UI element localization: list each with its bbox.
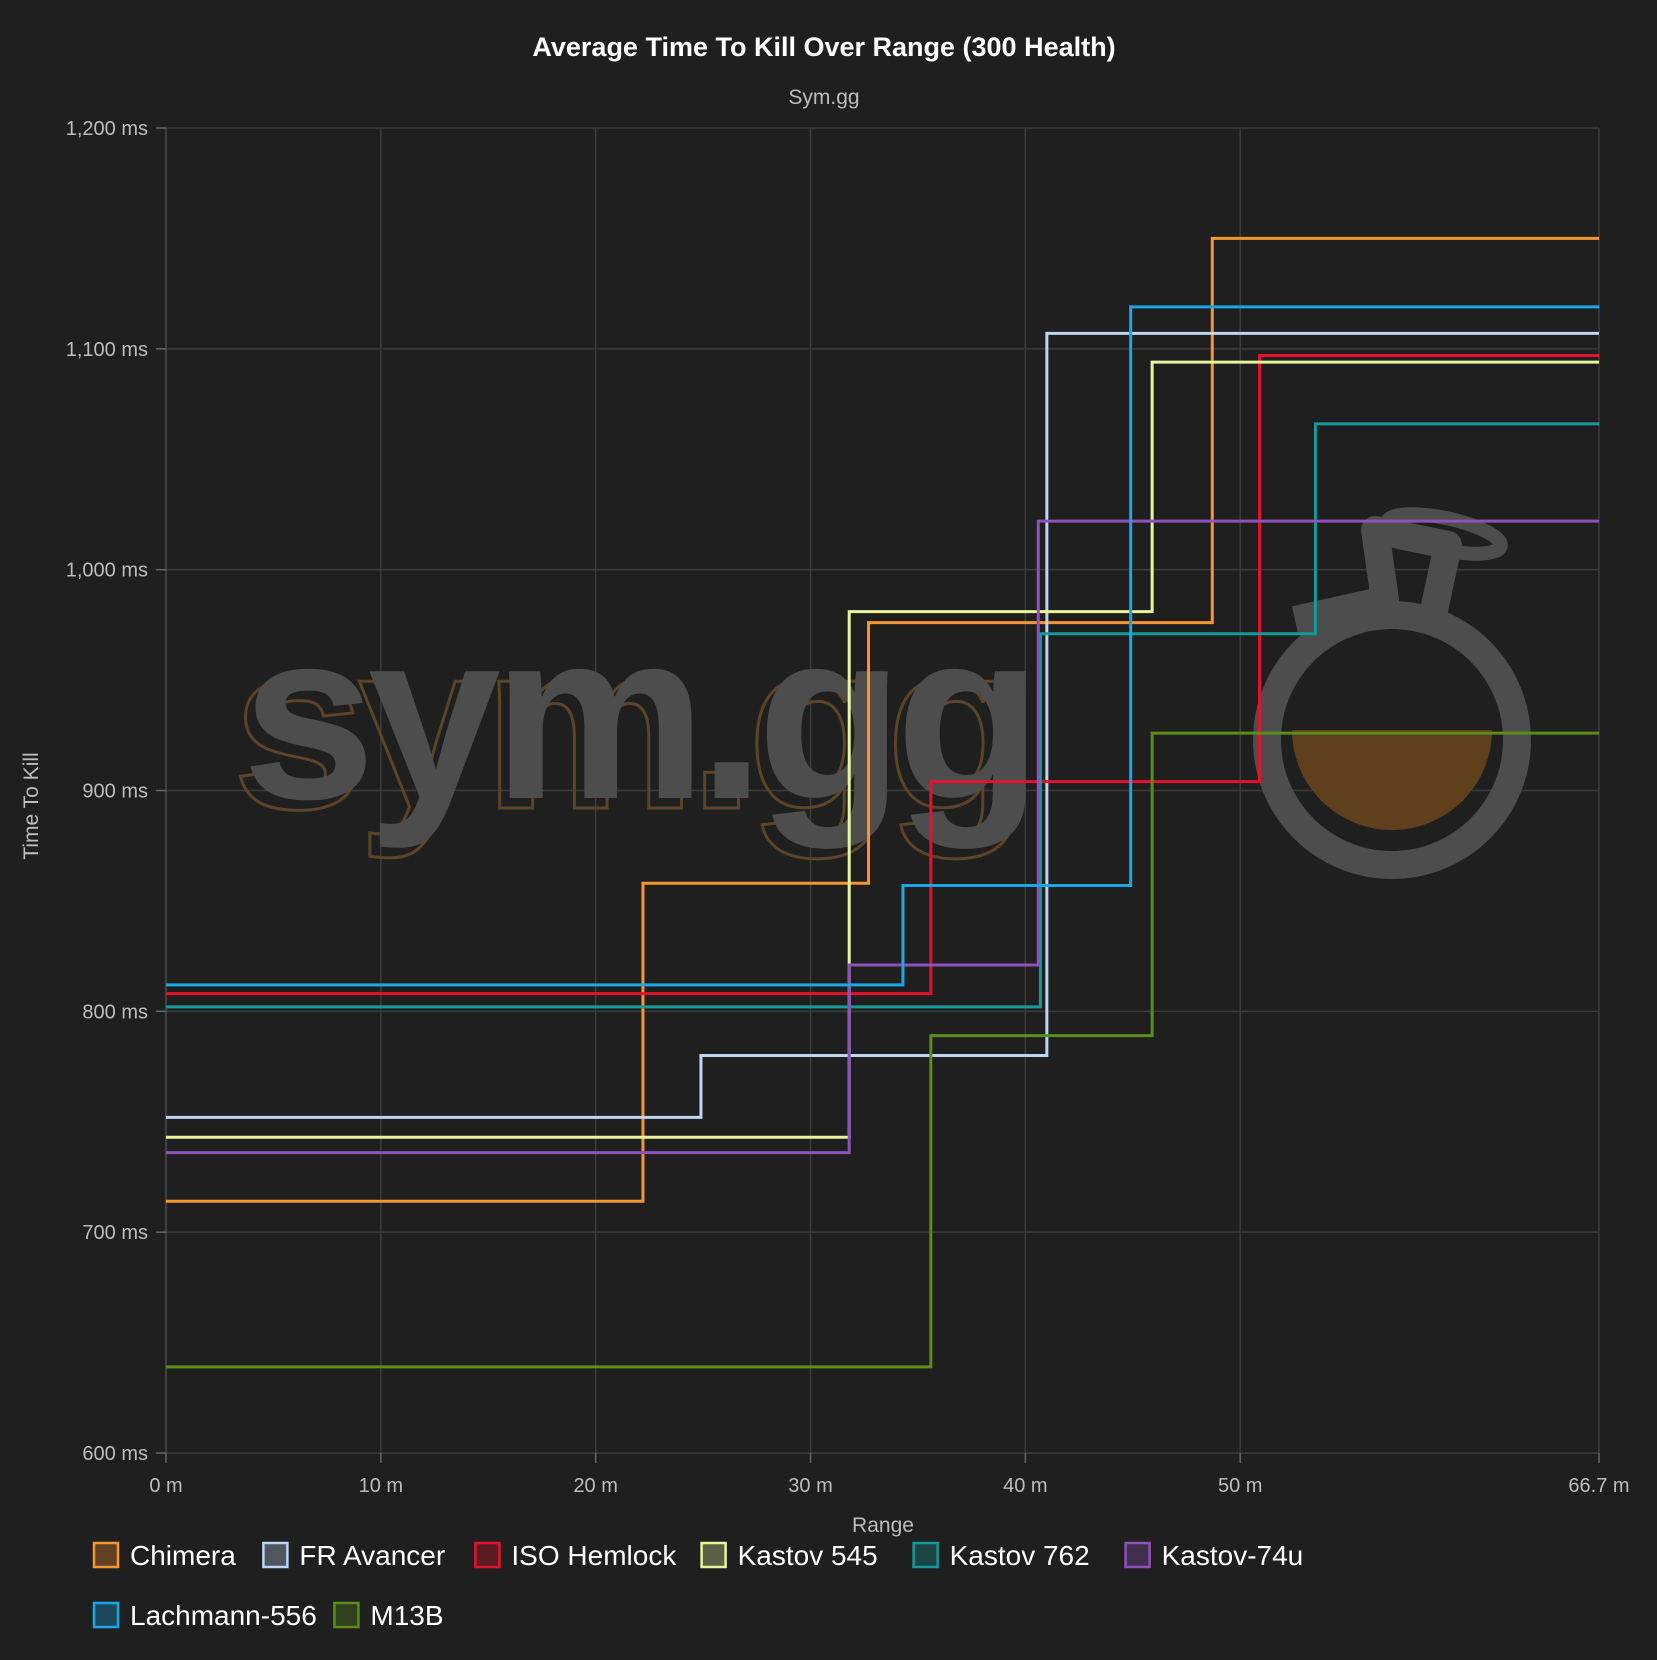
x-tick-label: 50 m (1218, 1475, 1262, 1497)
legend-item-fr-avancer[interactable]: FR Avancer (262, 1540, 445, 1571)
legend-swatch (92, 1541, 120, 1569)
y-tick-label: 800 ms (82, 1001, 148, 1023)
series-line-iso-hemlock (166, 353, 1599, 996)
series-line-kastov-762 (166, 422, 1599, 1009)
y-tick-label: 1,100 ms (66, 339, 148, 361)
legend-item-kastov-545[interactable]: Kastov 545 (700, 1540, 878, 1571)
y-tick-label: 1,200 ms (66, 118, 148, 140)
series-lines (166, 236, 1599, 1369)
legend-item-m13b[interactable]: M13B (333, 1600, 444, 1631)
x-tick-label: 40 m (1003, 1475, 1047, 1497)
legend-label: Lachmann-556 (130, 1600, 317, 1631)
legend-label: Chimera (130, 1540, 236, 1571)
watermark-outline: sym.gg (232, 591, 1024, 859)
legend-swatch (700, 1541, 727, 1569)
y-tick-label: 1,000 ms (66, 560, 148, 582)
watermark: sym.gg sym.gg (231, 507, 1531, 879)
legend-item-chimera[interactable]: Chimera (92, 1540, 236, 1571)
series-line-chimera (166, 236, 1599, 1203)
x-tick-label: 66.7 m (1568, 1475, 1629, 1497)
legend-swatch (912, 1541, 939, 1569)
x-tick-label: 0 m (149, 1475, 182, 1497)
legend-label: FR Avancer (299, 1540, 445, 1571)
legend-label: Kastov 545 (738, 1540, 878, 1571)
legend-label: Kastov-74u (1162, 1540, 1304, 1571)
legend-item-lachmann-556[interactable]: Lachmann-556 (92, 1600, 317, 1631)
legend-item-iso-hemlock[interactable]: ISO Hemlock (474, 1540, 677, 1571)
legend-item-kastov-74u[interactable]: Kastov-74u (1124, 1540, 1304, 1571)
x-tick-label: 10 m (359, 1475, 403, 1497)
legend-swatch (92, 1601, 120, 1629)
series-line-m13b (166, 731, 1599, 1369)
legend-swatch (262, 1541, 289, 1569)
watermark-text: sym.gg (242, 581, 1034, 849)
chart-subtitle: Sym.gg (788, 86, 859, 109)
chart-title: Average Time To Kill Over Range (300 Hea… (532, 32, 1115, 62)
legend-label: ISO Hemlock (511, 1540, 677, 1571)
x-tick-label: 30 m (788, 1475, 832, 1497)
legend-label: Kastov 762 (950, 1540, 1090, 1571)
flask-icon (1253, 507, 1531, 879)
x-axis-ticks: 0 m 10 m 20 m 30 m 40 m 50 m 66.7 m (149, 1453, 1630, 1497)
x-tick-label: 20 m (573, 1475, 617, 1497)
y-axis-title: Time To Kill (20, 752, 43, 859)
series-line-lachmann-556 (166, 305, 1599, 987)
legend-label: M13B (370, 1600, 443, 1631)
y-axis-ticks: 600 ms 700 ms 800 ms 900 ms 1,000 ms 1,100 ms… (66, 118, 166, 1465)
y-tick-label: 600 ms (82, 1443, 148, 1465)
legend-swatch (333, 1601, 360, 1629)
legend: Chimera FR Avancer ISO Hemlock Kastov 545 Ka… (92, 1540, 1304, 1631)
y-tick-label: 700 ms (82, 1222, 148, 1244)
series-line-kastov-545 (166, 360, 1599, 1139)
series-line-fr-avancer (166, 331, 1599, 1119)
legend-swatch (1124, 1541, 1151, 1569)
y-tick-label: 900 ms (82, 781, 148, 803)
x-axis-title: Range (852, 1514, 914, 1537)
legend-swatch (474, 1541, 501, 1569)
legend-item-kastov-762[interactable]: Kastov 762 (912, 1540, 1090, 1571)
